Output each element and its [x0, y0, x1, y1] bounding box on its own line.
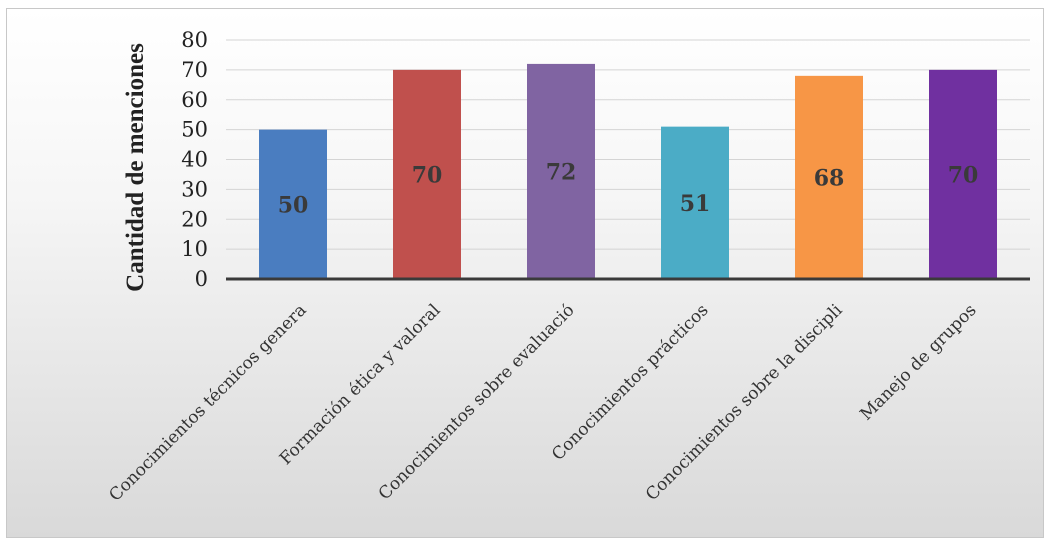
y-tick-label: 30	[181, 177, 208, 201]
y-tick-label: 50	[181, 118, 208, 142]
bar	[929, 69, 997, 279]
x-category-label: Conocimientos técnicos genera	[105, 300, 310, 505]
y-tick-label: 80	[181, 28, 208, 52]
y-tick-label: 60	[181, 88, 208, 112]
data-label: 70	[412, 162, 443, 188]
bars	[259, 63, 997, 280]
data-label: 51	[680, 191, 711, 217]
y-tick-label: 0	[195, 267, 208, 291]
y-tick-label: 10	[181, 237, 208, 261]
data-label: 68	[814, 165, 845, 191]
data-label: 50	[278, 192, 309, 218]
y-tick-label: 20	[181, 207, 208, 231]
y-axis-title: Cantidad de menciones	[122, 43, 149, 292]
data-label: 72	[546, 159, 577, 185]
bar	[259, 129, 327, 279]
x-category-label: Formación ética y valoral	[276, 300, 445, 469]
y-tick-label: 70	[181, 58, 208, 82]
bar	[393, 69, 461, 279]
x-category-label: Conocimientos prácticos	[548, 300, 712, 464]
data-label: 70	[948, 162, 979, 188]
gridlines	[226, 39, 1030, 250]
chart-frame	[6, 8, 1044, 538]
bar	[527, 63, 595, 280]
y-axis-ticks: 0 10 20 30 40 50 60 70 80	[181, 28, 208, 291]
data-labels: 50 70 72 51 68 70	[278, 159, 979, 218]
x-category-label: Manejo de grupos	[856, 300, 980, 424]
bar	[795, 75, 863, 279]
y-tick-label: 40	[181, 148, 208, 172]
bar	[661, 126, 729, 279]
